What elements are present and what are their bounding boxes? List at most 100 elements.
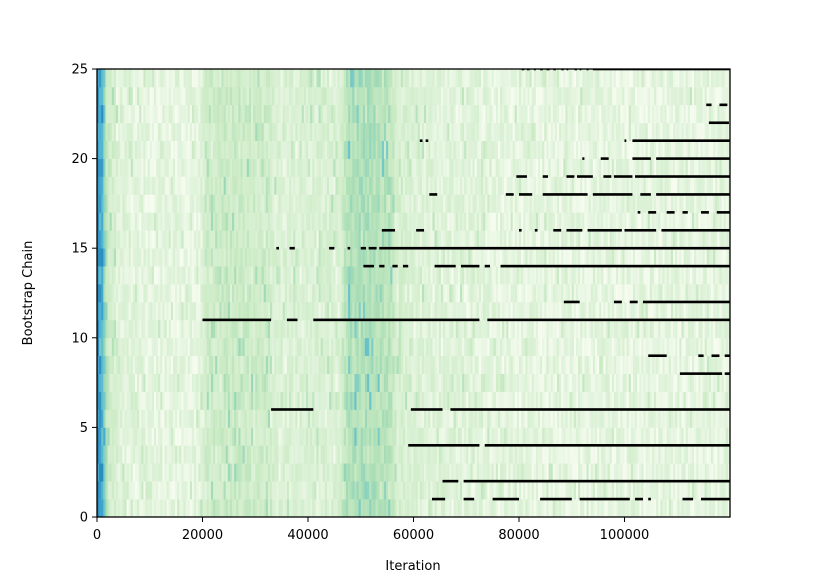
heatmap-cell bbox=[432, 266, 435, 285]
heatmap-cell bbox=[215, 266, 218, 285]
heatmap-cell bbox=[293, 140, 296, 159]
heatmap-cell bbox=[234, 86, 237, 106]
heatmap-cell bbox=[255, 248, 258, 267]
heatmap-cell bbox=[417, 337, 421, 357]
heatmap-cell bbox=[251, 212, 254, 231]
heatmap-cell bbox=[134, 391, 138, 410]
heatmap-cell bbox=[466, 319, 469, 339]
heatmap-cell bbox=[160, 391, 163, 410]
heatmap-cell bbox=[350, 499, 353, 517]
heatmap-cell bbox=[464, 140, 467, 159]
heatmap-cell bbox=[375, 373, 378, 392]
heatmap-cell bbox=[156, 158, 159, 177]
heatmap-cell bbox=[147, 284, 151, 303]
heatmap-cell bbox=[468, 463, 471, 482]
heatmap-cell bbox=[512, 230, 516, 249]
heatmap-cell bbox=[310, 445, 313, 464]
heatmap-cell bbox=[432, 463, 435, 482]
heatmap-cell bbox=[103, 122, 106, 142]
heatmap-cell bbox=[310, 86, 313, 106]
heatmap-cell bbox=[337, 86, 340, 106]
heatmap-cell bbox=[360, 122, 364, 142]
heatmap-cell bbox=[375, 158, 378, 177]
heatmap-cell bbox=[424, 499, 427, 517]
heatmap-cell bbox=[126, 499, 129, 517]
heatmap-cell bbox=[111, 266, 115, 285]
heatmap-cell bbox=[308, 391, 311, 410]
heatmap-cell bbox=[360, 445, 364, 464]
heatmap-cell bbox=[462, 248, 465, 267]
heatmap-cell bbox=[360, 427, 364, 446]
heatmap-cell bbox=[428, 284, 431, 303]
heatmap-cell bbox=[462, 355, 465, 374]
heatmap-cell bbox=[512, 499, 516, 517]
heatmap-cell bbox=[478, 122, 482, 142]
heatmap-cell bbox=[451, 140, 454, 159]
heatmap-cell bbox=[320, 463, 324, 482]
heatmap-cell bbox=[109, 427, 113, 446]
heatmap-cell bbox=[314, 319, 317, 339]
heatmap-cell bbox=[217, 284, 220, 303]
heatmap-cell bbox=[206, 284, 210, 303]
heatmap-cell bbox=[436, 212, 440, 231]
heatmap-cell bbox=[419, 301, 423, 321]
heatmap-cell bbox=[348, 445, 351, 464]
heatmap-cell bbox=[101, 301, 104, 321]
heatmap-cell bbox=[478, 230, 482, 249]
heatmap-cell bbox=[128, 122, 132, 142]
heatmap-cell bbox=[168, 463, 172, 482]
heatmap-cell bbox=[440, 284, 444, 303]
heatmap-cell bbox=[362, 69, 366, 88]
heatmap-cell bbox=[232, 481, 235, 500]
heatmap-cell bbox=[360, 212, 364, 231]
heatmap-cell bbox=[240, 158, 243, 177]
heatmap-cell bbox=[227, 337, 231, 357]
heatmap-cell bbox=[278, 69, 281, 88]
heatmap-cell bbox=[141, 409, 144, 428]
heatmap-cell bbox=[206, 194, 210, 213]
heatmap-cell bbox=[392, 158, 395, 177]
heatmap-cell bbox=[274, 427, 277, 446]
heatmap-cell bbox=[417, 212, 421, 231]
heatmap-cell bbox=[267, 463, 271, 482]
heatmap-cell bbox=[181, 266, 184, 285]
heatmap-cell bbox=[147, 248, 151, 267]
heatmap-cell bbox=[324, 194, 328, 213]
heatmap-cell bbox=[369, 445, 372, 464]
heatmap-cell bbox=[194, 158, 197, 177]
heatmap-cell bbox=[234, 373, 237, 392]
heatmap-cell bbox=[500, 373, 503, 392]
heatmap-cell bbox=[118, 337, 121, 357]
heatmap-cell bbox=[464, 194, 467, 213]
heatmap-cell bbox=[445, 212, 448, 231]
heatmap-cell bbox=[261, 248, 265, 267]
heatmap-cell bbox=[419, 248, 423, 267]
heatmap-cell bbox=[139, 337, 142, 357]
heatmap-cell bbox=[335, 266, 338, 285]
heatmap-cell bbox=[390, 499, 393, 517]
heatmap-cell bbox=[356, 69, 359, 88]
heatmap-cell bbox=[434, 427, 438, 446]
heatmap-cell bbox=[282, 319, 286, 339]
heatmap-cell bbox=[97, 176, 100, 195]
heatmap-cell bbox=[248, 86, 252, 106]
heatmap-cell bbox=[103, 230, 106, 249]
heatmap-cell bbox=[183, 194, 186, 213]
heatmap-cell bbox=[219, 140, 222, 159]
heatmap-cell bbox=[179, 355, 182, 374]
heatmap-cell bbox=[415, 445, 419, 464]
heatmap-cell bbox=[308, 337, 311, 357]
heatmap-cell bbox=[383, 176, 387, 195]
heatmap-cell bbox=[177, 140, 180, 159]
heatmap-cell bbox=[356, 212, 359, 231]
heatmap-cell bbox=[373, 499, 376, 517]
heatmap-cell bbox=[251, 337, 254, 357]
heatmap-cell bbox=[109, 373, 113, 392]
heatmap-cell bbox=[276, 140, 279, 159]
heatmap-cell bbox=[204, 248, 208, 267]
heatmap-cell bbox=[200, 337, 203, 357]
heatmap-cell bbox=[291, 284, 294, 303]
heatmap-cell bbox=[141, 391, 144, 410]
heatmap-cell bbox=[149, 445, 153, 464]
heatmap-cell bbox=[424, 248, 427, 267]
